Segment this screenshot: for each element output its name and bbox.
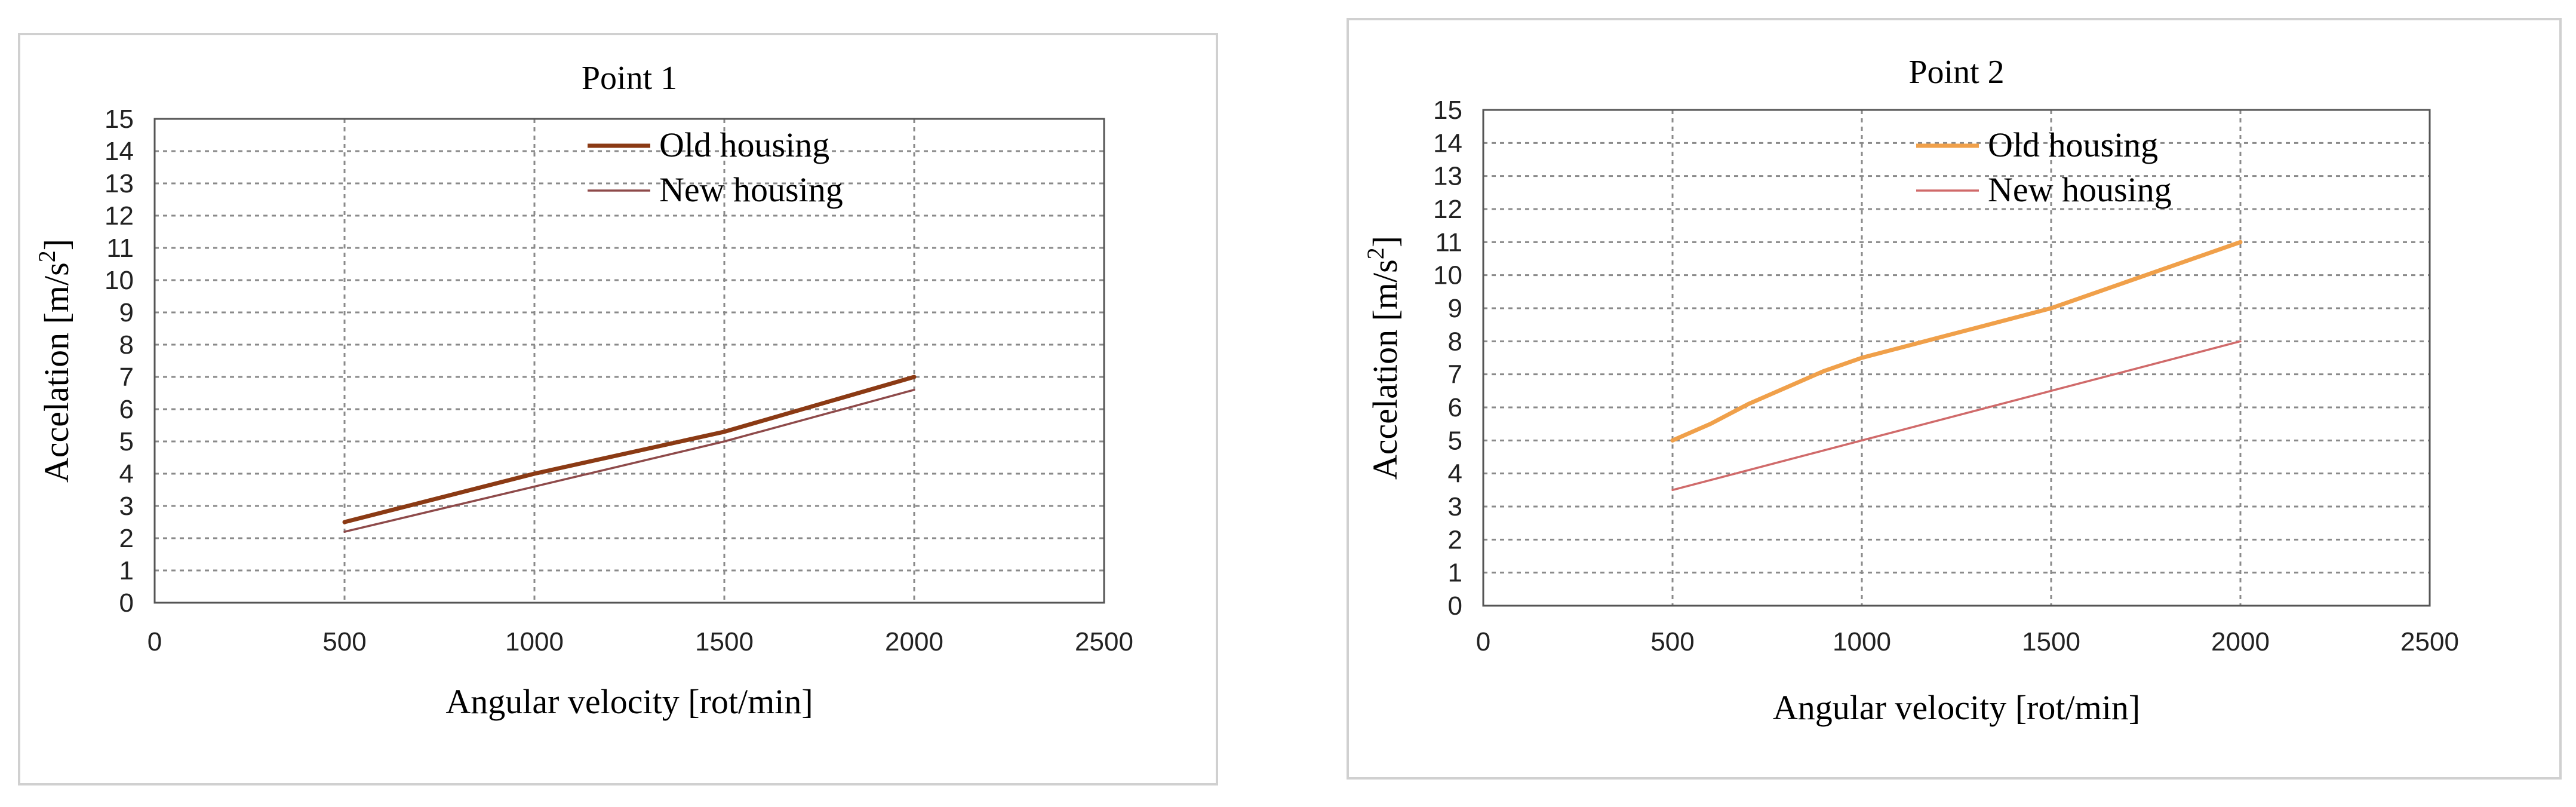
- plot-area-frame: [1482, 109, 2431, 607]
- x-tick-label: 0: [1476, 627, 1490, 656]
- y-tick-label: 4: [119, 459, 134, 489]
- x-tick-label: 2500: [2400, 627, 2459, 656]
- x-tick-label: 1000: [505, 627, 564, 656]
- y-tick-label: 7: [1448, 360, 1462, 389]
- y-axis-label-superscript: 2: [1362, 247, 1389, 259]
- legend-label: Old housing: [1988, 125, 2158, 164]
- y-axis-label-text: Accelation [m/s: [1366, 259, 1404, 480]
- x-tick-label: 2500: [1075, 627, 1133, 656]
- chart-panel-point-1: Point 1 0 1 2 3 4 5 6 7 8 9 10 11 12 13 14 15 0 500 1000 150…: [18, 33, 1218, 785]
- y-tick-label: 7: [119, 363, 134, 392]
- y-tick-label: 9: [1448, 294, 1462, 323]
- y-tick-label: 8: [119, 330, 134, 360]
- y-tick-label: 0: [1448, 591, 1462, 621]
- series-line-old-housing: [342, 375, 917, 524]
- legend-label: New housing: [659, 170, 843, 209]
- x-tick-label: 0: [147, 627, 162, 656]
- y-tick-label: 10: [104, 266, 134, 295]
- y-tick-label: 1: [1448, 559, 1462, 588]
- y-tick-label: 6: [1448, 393, 1462, 422]
- y-tick-label: 12: [104, 201, 134, 231]
- y-tick-label: 8: [1448, 327, 1462, 356]
- x-tick-label: 500: [322, 627, 366, 656]
- chart-title: Point 1: [582, 60, 677, 97]
- chart-title: Point 2: [1908, 54, 2004, 91]
- y-tick-label: 15: [104, 105, 134, 134]
- x-tick-label: 1500: [2022, 627, 2080, 656]
- y-axis-label-text: Accelation [m/s: [37, 262, 76, 483]
- y-axis-label-close: ]: [1366, 236, 1404, 247]
- y-tick-label: 0: [119, 588, 134, 618]
- plot-area-frame: [153, 118, 1105, 604]
- y-axis-label: Accelation [m/s2]: [1362, 236, 1404, 480]
- y-tick-label: 14: [104, 137, 134, 166]
- x-tick-label: 2000: [885, 627, 943, 656]
- y-tick-label: 11: [1435, 228, 1462, 257]
- series-line-new-housing: [343, 388, 915, 533]
- y-tick-label: 9: [119, 298, 134, 327]
- x-tick-label: 1000: [1833, 627, 1891, 656]
- y-tick-label: 5: [1448, 426, 1462, 455]
- legend-label: Old housing: [659, 125, 829, 164]
- y-tick-label: 1: [119, 556, 134, 585]
- y-tick-label: 4: [1448, 459, 1462, 489]
- y-tick-label: 2: [1448, 525, 1462, 554]
- series-line-new-housing: [1671, 340, 2242, 492]
- y-tick-label: 3: [119, 492, 134, 521]
- y-tick-label: 13: [1433, 162, 1462, 191]
- y-tick-label: 10: [1433, 261, 1462, 290]
- x-tick-label: 500: [1650, 627, 1694, 656]
- series-line-old-housing: [1670, 240, 2243, 443]
- chart-panel-point-2: Point 2 0 1 2 3 4 5 6 7 8 9 10 11 12 13 14 15 0 500 1000 150…: [1347, 18, 2562, 780]
- y-tick-label: 14: [1433, 128, 1462, 158]
- y-tick-label: 12: [1433, 195, 1462, 224]
- x-axis-label: Angular velocity [rot/min]: [1773, 688, 2140, 727]
- y-tick-label: 3: [1448, 492, 1462, 521]
- x-axis-label: Angular velocity [rot/min]: [445, 682, 813, 721]
- y-tick-label: 11: [106, 234, 134, 263]
- x-tick-label: 1500: [695, 627, 754, 656]
- y-tick-label: 6: [119, 395, 134, 424]
- y-axis-label-close: ]: [37, 239, 76, 250]
- x-tick-label: 2000: [2211, 627, 2270, 656]
- y-tick-label: 15: [1433, 96, 1462, 125]
- y-axis-label-superscript: 2: [33, 250, 60, 262]
- legend-label: New housing: [1988, 170, 2172, 209]
- y-tick-label: 5: [119, 427, 134, 456]
- y-tick-label: 13: [104, 169, 134, 198]
- y-tick-label: 2: [119, 524, 134, 553]
- y-axis-label: Accelation [m/s2]: [33, 239, 76, 483]
